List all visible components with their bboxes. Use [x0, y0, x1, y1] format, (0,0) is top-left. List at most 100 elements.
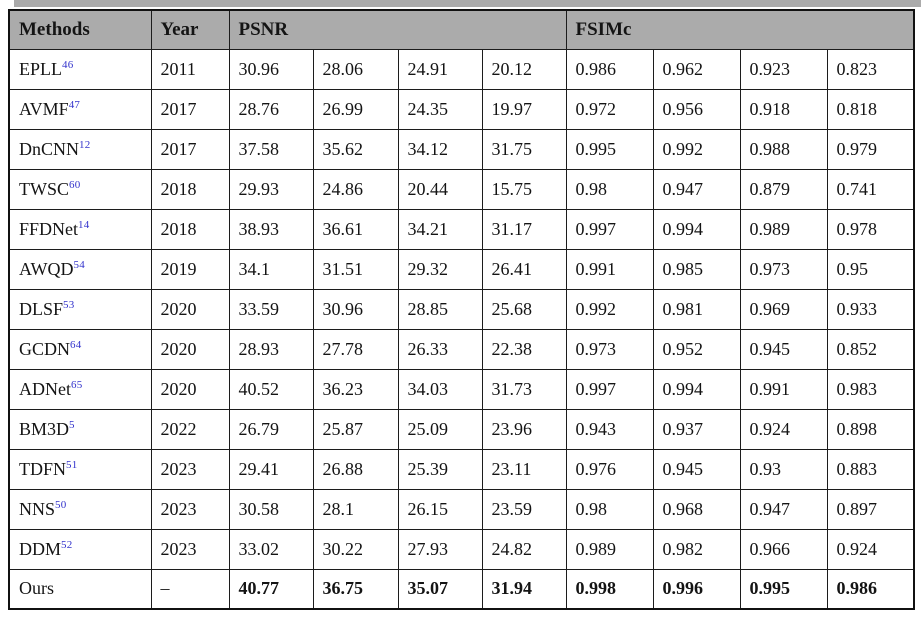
method-cell: EPLL46 [8, 48, 152, 90]
value-cell: 0.994 [652, 208, 741, 250]
value-cell: 0.918 [739, 88, 828, 130]
table-row: DLSF53 2020 33.59 30.96 28.85 25.68 0.99… [8, 288, 915, 330]
method-cell: TDFN51 [8, 448, 152, 490]
citation-ref-link[interactable]: 5 [69, 418, 75, 431]
citation-ref-link[interactable]: 60 [69, 178, 81, 191]
year-cell: 2023 [150, 448, 230, 490]
value-cell: 26.15 [397, 488, 483, 530]
year-cell: 2017 [150, 128, 230, 170]
value-cell: 34.21 [397, 208, 483, 250]
value-cell: 0.997 [565, 368, 654, 410]
year-cell: – [150, 568, 230, 610]
value-cell: 19.97 [481, 88, 567, 130]
value-cell: 40.77 [228, 568, 314, 610]
value-cell: 20.12 [481, 48, 567, 90]
value-cell: 15.75 [481, 168, 567, 210]
value-cell: 30.96 [228, 48, 314, 90]
table-row: ADNet65 2020 40.52 36.23 34.03 31.73 0.9… [8, 368, 915, 410]
value-cell: 0.947 [652, 168, 741, 210]
citation-ref-link[interactable]: 47 [68, 98, 81, 111]
header-overflow-strip [14, 0, 921, 7]
value-cell: 0.973 [739, 248, 828, 290]
citation-ref-link[interactable]: 12 [79, 138, 91, 151]
citation-ref-link[interactable]: 54 [73, 258, 85, 271]
value-cell: 0.981 [652, 288, 741, 330]
method-cell: Ours [8, 568, 152, 610]
value-cell: 0.879 [739, 168, 828, 210]
value-cell: 26.41 [481, 248, 567, 290]
value-cell: 22.38 [481, 328, 567, 370]
year-cell: 2011 [150, 48, 230, 90]
value-cell: 26.99 [312, 88, 399, 130]
value-cell: 31.94 [481, 568, 567, 610]
value-cell: 28.93 [228, 328, 314, 370]
value-cell: 30.96 [312, 288, 399, 330]
value-cell: 0.966 [739, 528, 828, 570]
year-cell: 2017 [150, 88, 230, 130]
citation-ref-link[interactable]: 51 [66, 458, 78, 471]
col-header-year: Year [150, 9, 230, 50]
value-cell: 27.93 [397, 528, 483, 570]
method-name: GCDN [19, 338, 71, 359]
table-row: DDM52 2023 33.02 30.22 27.93 24.82 0.989… [8, 528, 915, 570]
value-cell: 0.976 [565, 448, 654, 490]
citation-ref-link[interactable]: 50 [55, 498, 67, 511]
citation-ref-link[interactable]: 53 [63, 298, 75, 311]
value-cell: 31.17 [481, 208, 567, 250]
method-name: NNS [19, 498, 56, 519]
citation-ref-link[interactable]: 14 [78, 218, 90, 231]
value-cell: 0.972 [565, 88, 654, 130]
value-cell: 34.03 [397, 368, 483, 410]
method-name: AWQD [19, 258, 74, 279]
value-cell: 35.62 [312, 128, 399, 170]
value-cell: 28.06 [312, 48, 399, 90]
value-cell: 36.23 [312, 368, 399, 410]
method-name: DDM [19, 538, 62, 559]
table-row: GCDN64 2020 28.93 27.78 26.33 22.38 0.97… [8, 328, 915, 370]
year-cell: 2020 [150, 368, 230, 410]
method-cell: DnCNN12 [8, 128, 152, 170]
value-cell: 0.986 [826, 568, 915, 610]
value-cell: 0.995 [739, 568, 828, 610]
value-cell: 0.947 [739, 488, 828, 530]
citation-ref-link[interactable]: 52 [61, 538, 73, 551]
table-row: TWSC60 2018 29.93 24.86 20.44 15.75 0.98… [8, 168, 915, 210]
value-cell: 27.78 [312, 328, 399, 370]
year-cell: 2023 [150, 488, 230, 530]
citation-ref-link[interactable]: 46 [62, 58, 74, 71]
table-body: EPLL46 2011 30.96 28.06 24.91 20.12 0.98… [8, 48, 915, 610]
value-cell: 0.98 [565, 168, 654, 210]
value-cell: 0.995 [565, 128, 654, 170]
year-cell: 2019 [150, 248, 230, 290]
citation-ref-link[interactable]: 64 [70, 338, 82, 351]
value-cell: 31.75 [481, 128, 567, 170]
value-cell: 0.973 [565, 328, 654, 370]
value-cell: 0.937 [652, 408, 741, 450]
value-cell: 24.86 [312, 168, 399, 210]
value-cell: 0.991 [565, 248, 654, 290]
method-cell: ADNet65 [8, 368, 152, 410]
value-cell: 0.923 [739, 48, 828, 90]
method-name: ADNet [19, 378, 71, 399]
method-cell: NNS50 [8, 488, 152, 530]
table-row: TDFN51 2023 29.41 26.88 25.39 23.11 0.97… [8, 448, 915, 490]
value-cell: 36.61 [312, 208, 399, 250]
value-cell: 33.59 [228, 288, 314, 330]
method-name: FFDNet [19, 218, 79, 239]
value-cell: 0.962 [652, 48, 741, 90]
value-cell: 0.979 [826, 128, 915, 170]
value-cell: 0.98 [565, 488, 654, 530]
year-cell: 2023 [150, 528, 230, 570]
value-cell: 24.91 [397, 48, 483, 90]
value-cell: 0.952 [652, 328, 741, 370]
value-cell: 0.985 [652, 248, 741, 290]
value-cell: 0.852 [826, 328, 915, 370]
method-name: BM3D [19, 418, 70, 439]
value-cell: 0.968 [652, 488, 741, 530]
value-cell: 20.44 [397, 168, 483, 210]
method-cell: DLSF53 [8, 288, 152, 330]
value-cell: 0.741 [826, 168, 915, 210]
year-cell: 2022 [150, 408, 230, 450]
citation-ref-link[interactable]: 65 [71, 378, 83, 391]
